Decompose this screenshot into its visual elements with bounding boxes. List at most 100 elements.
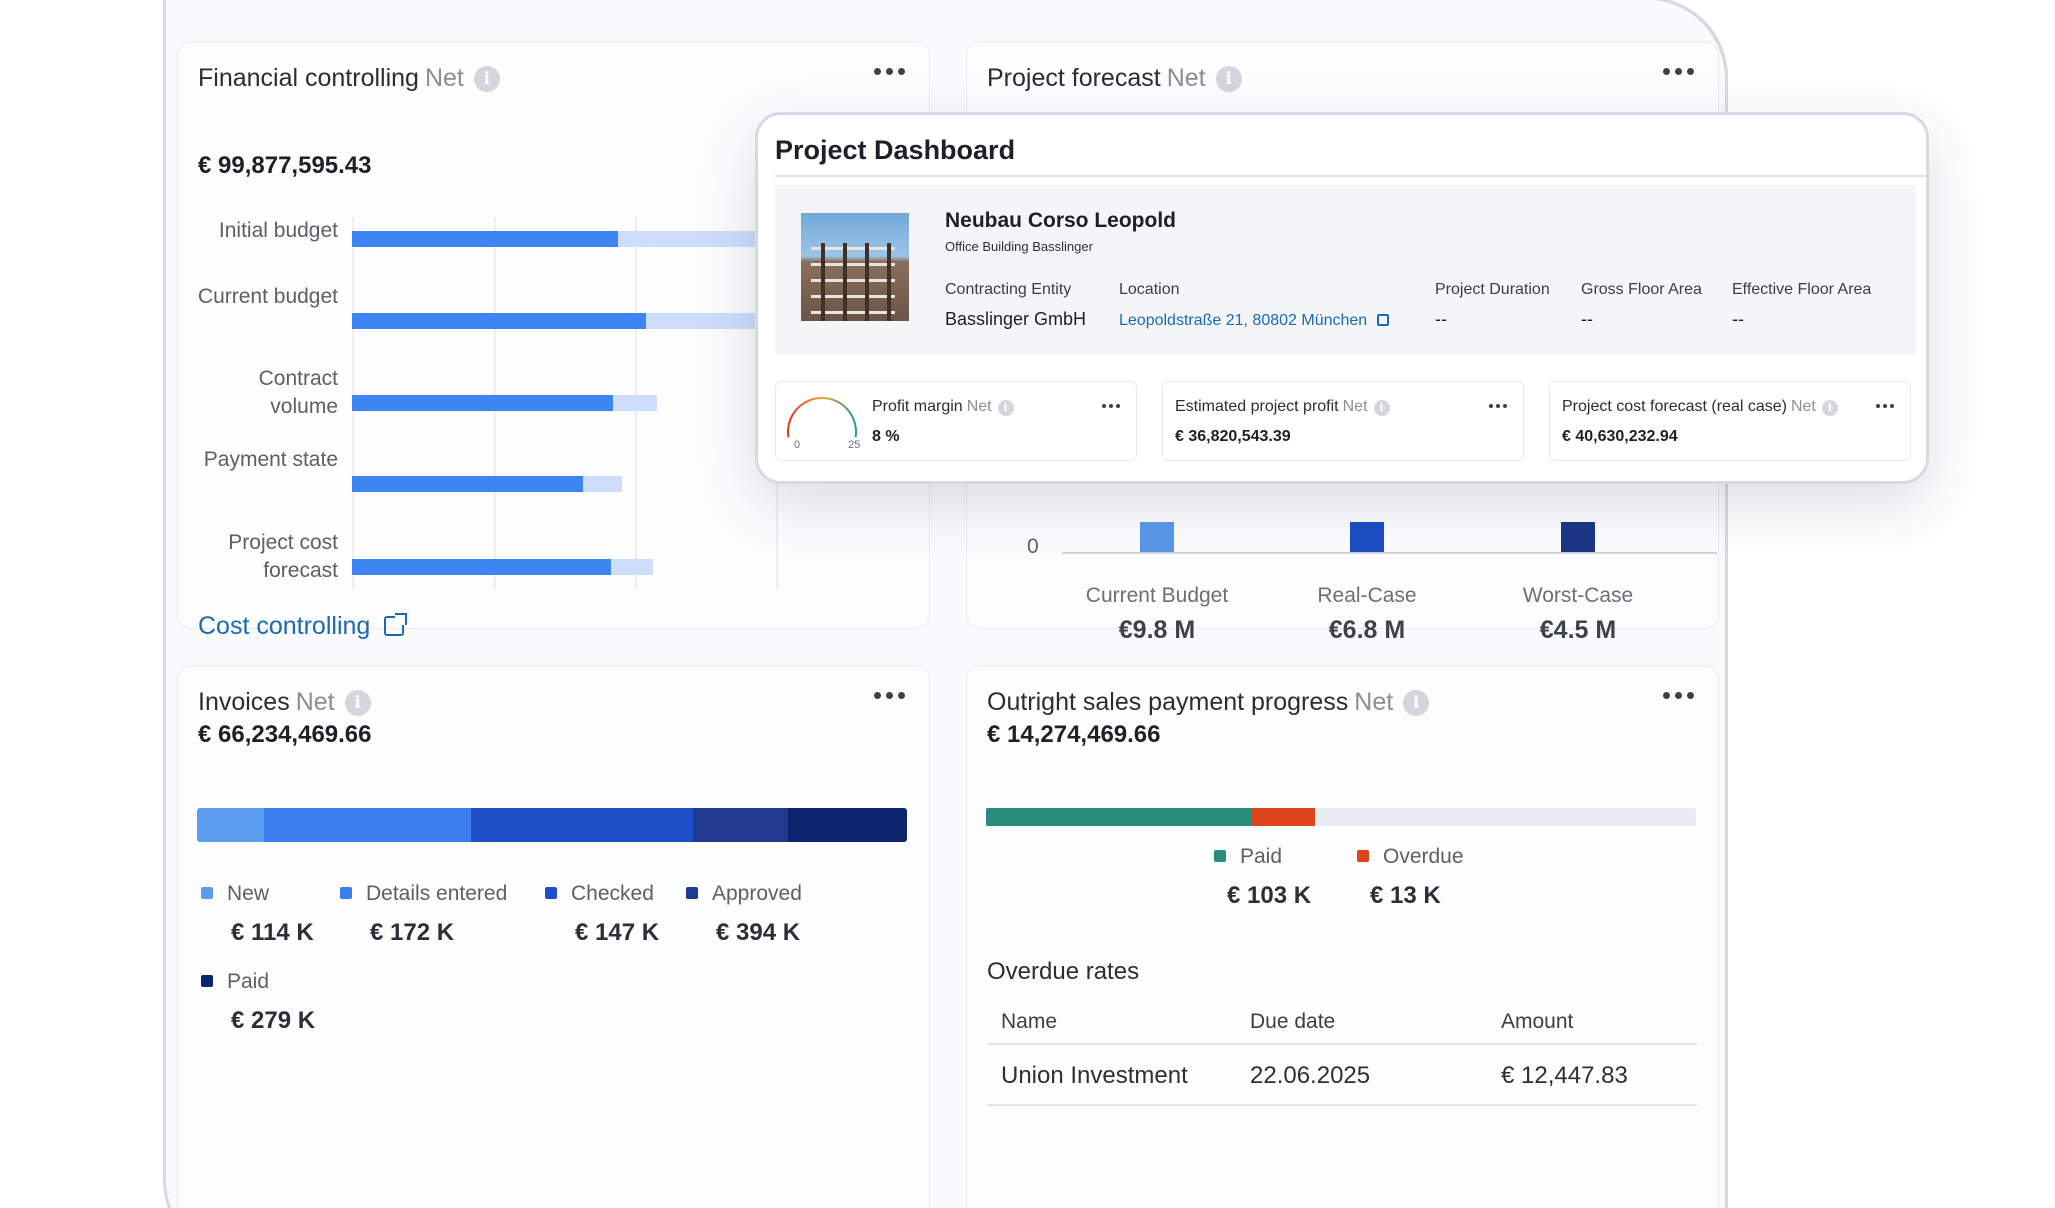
invoice-segment[interactable]	[693, 808, 789, 842]
legend-item: Paid	[1214, 845, 1282, 869]
net-label: Net	[424, 64, 464, 92]
kpi-title: Estimated project profit Net i	[1175, 398, 1390, 416]
info-icon[interactable]: i	[1821, 400, 1838, 416]
invoice-segment[interactable]	[197, 808, 264, 842]
bar-label: Current budget	[197, 285, 338, 308]
location-link[interactable]: Leopoldstraße 21, 80802 München	[1119, 309, 1390, 330]
location-link-text[interactable]: Leopoldstraße 21, 80802 München	[1119, 312, 1368, 329]
net-label: Net	[1354, 688, 1394, 716]
kpi-title-text: Project cost forecast (real case)	[1562, 398, 1787, 415]
gross-floor-area-value: --	[1581, 309, 1593, 329]
more-icon[interactable]	[1102, 404, 1120, 408]
bar-value[interactable]	[352, 476, 583, 492]
invoice-status-bar	[197, 808, 907, 842]
legend-value: € 394 K	[716, 919, 801, 946]
meta-label: Effective Floor Area	[1732, 281, 1872, 298]
info-icon[interactable]: i	[1403, 690, 1430, 716]
legend-label: Checked	[571, 882, 654, 905]
invoices-title: Invoices Net i	[198, 688, 371, 717]
legend-item: Paid	[201, 970, 269, 994]
forecast-bar[interactable]	[1350, 522, 1384, 552]
invoice-segment[interactable]	[263, 808, 472, 842]
bar-label: Initial budget	[218, 219, 338, 242]
bar-label: Contract volume	[258, 367, 338, 418]
kpi-title-text: Profit margin	[872, 398, 963, 415]
bar-value[interactable]	[352, 395, 614, 411]
bar-value[interactable]	[352, 231, 618, 247]
table-divider	[987, 1104, 1697, 1106]
legend-item: Details entered	[340, 882, 507, 906]
contracting-entity-value: Basslinger GmbH	[945, 309, 1087, 329]
payment-progress-bar	[986, 808, 1696, 826]
info-icon[interactable]: i	[1373, 400, 1390, 416]
info-icon[interactable]: i	[997, 400, 1014, 416]
overdue-rates-title: Overdue rates	[987, 958, 1140, 985]
more-icon[interactable]	[1663, 68, 1694, 75]
cost-controlling-link-text[interactable]: Cost controlling	[198, 612, 371, 640]
legend-item: Checked	[545, 882, 654, 906]
more-icon[interactable]	[874, 68, 905, 75]
forecast-value-label: €4.5 M	[1539, 616, 1617, 644]
bar-value[interactable]	[352, 559, 611, 575]
invoice-segment[interactable]	[788, 808, 907, 842]
legend-value: € 13 K	[1370, 882, 1441, 909]
table-cell-name: Union Investment	[1001, 1062, 1188, 1089]
legend-value: € 114 K	[231, 919, 314, 946]
forecast-bar[interactable]	[1140, 522, 1174, 552]
popup-divider	[775, 175, 1926, 177]
info-icon[interactable]: i	[473, 66, 500, 92]
project-forecast-title: Project forecast Net i	[987, 64, 1242, 93]
legend-value: € 103 K	[1227, 882, 1312, 909]
forecast-category-label: Real-Case	[1317, 584, 1417, 607]
progress-segment[interactable]	[986, 808, 1251, 826]
info-icon[interactable]: i	[1215, 66, 1242, 92]
table-cell-due-date: 22.06.2025	[1250, 1062, 1371, 1089]
financial-controlling-title: Financial controlling Net i	[198, 64, 500, 93]
project-name: Neubau Corso Leopold	[945, 209, 1176, 232]
project-subtitle: Office Building Basslinger	[945, 239, 1093, 254]
profit-margin-value: 8 %	[872, 428, 900, 445]
legend-item: New	[201, 882, 269, 906]
table-divider	[987, 1043, 1697, 1045]
popup-title: Project Dashboard	[775, 135, 1016, 165]
legend-swatch	[1214, 850, 1226, 862]
card-title-text: Invoices	[198, 688, 290, 716]
more-icon[interactable]	[1876, 404, 1894, 408]
profit-margin-gauge: 0 25	[787, 397, 860, 450]
legend-swatch	[545, 887, 557, 899]
project-dashboard-popup: Project Dashboard Neubau Corso Leopold O…	[755, 112, 1929, 484]
estimated-project-profit-card: Estimated project profit Net i € 36,820,54…	[1162, 381, 1524, 461]
meta-label: Contracting Entity	[945, 281, 1072, 298]
more-icon[interactable]	[1489, 404, 1507, 408]
meta-label: Project Duration	[1435, 281, 1550, 298]
project-duration-value: --	[1435, 309, 1447, 329]
bar-value[interactable]	[352, 313, 646, 329]
cost-forecast-value: € 40,630,232.94	[1562, 428, 1678, 445]
invoice-segment[interactable]	[471, 808, 694, 842]
net-label: Net	[1166, 64, 1206, 92]
forecast-bar[interactable]	[1561, 522, 1595, 552]
legend-swatch	[686, 887, 698, 899]
forecast-category-label: Current Budget	[1085, 584, 1229, 607]
invoices-amount: € 66,234,469.66	[198, 721, 372, 748]
legend-label: Approved	[712, 882, 802, 905]
external-link-icon[interactable]	[1377, 314, 1390, 326]
more-icon[interactable]	[1663, 692, 1694, 699]
progress-segment[interactable]	[1250, 808, 1315, 826]
legend-label: Paid	[1240, 845, 1283, 868]
more-icon[interactable]	[874, 692, 905, 699]
card-title-text: Financial controlling	[198, 64, 419, 92]
legend-value: € 279 K	[231, 1007, 316, 1034]
net-label: Net	[1790, 398, 1816, 415]
outright-sales-title: Outright sales payment progress Net i	[987, 688, 1430, 717]
legend-swatch	[1357, 850, 1369, 862]
net-label: Net	[1342, 398, 1368, 415]
table-header-amount: Amount	[1501, 1010, 1574, 1033]
external-link-icon[interactable]	[384, 613, 408, 636]
invoices-card: Invoices Net i € 66,234,469.66	[177, 665, 930, 1208]
project-cost-forecast-card: Project cost forecast (real case) Net i € …	[1549, 381, 1911, 461]
legend-item: Overdue	[1357, 845, 1464, 869]
net-label: Net	[295, 688, 335, 716]
cost-controlling-link[interactable]: Cost controlling	[198, 612, 408, 641]
info-icon[interactable]: i	[344, 690, 371, 716]
